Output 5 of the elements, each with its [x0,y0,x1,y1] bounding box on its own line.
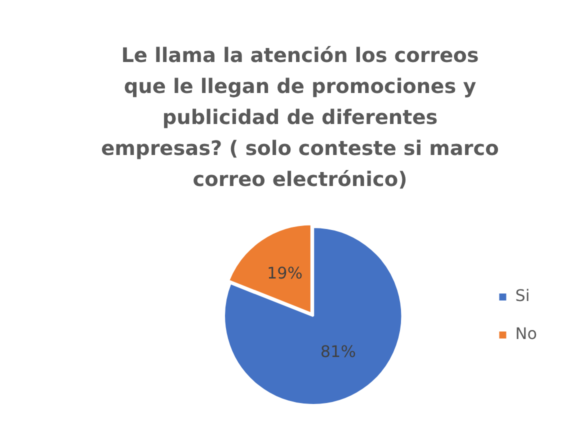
chart-title: Le llama la atención los correos que le llegan de promociones y publicidad de diferentes empresas? ( solo conteste si marco correo electrónico) [100,42,500,193]
legend-label: No [515,324,538,344]
data-label: 81% [320,342,356,361]
legend-label: Si [515,286,530,306]
data-label: 19% [266,263,303,282]
